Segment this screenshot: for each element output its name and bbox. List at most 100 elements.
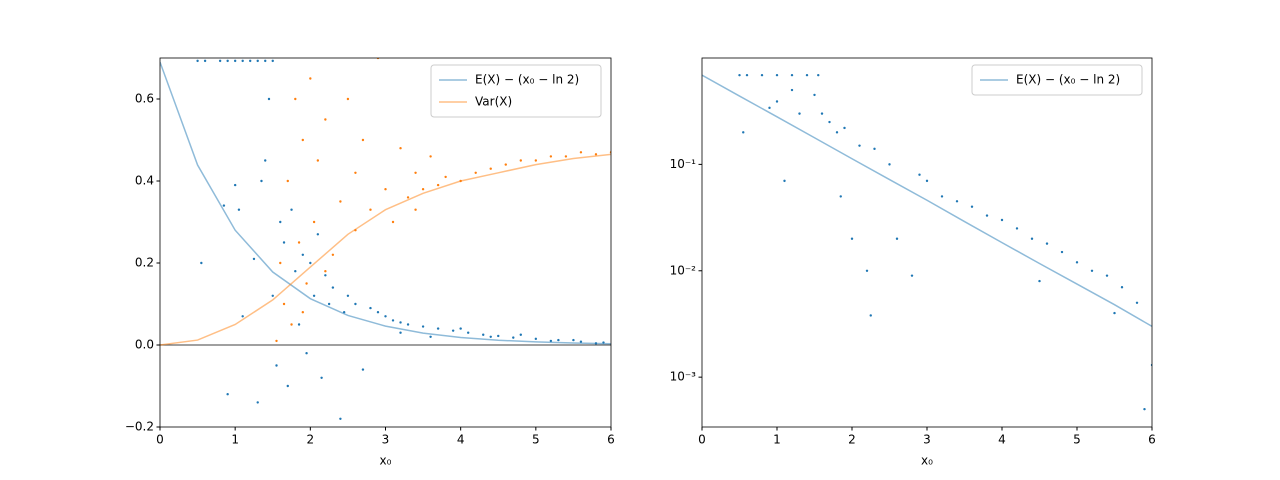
x-tick-label: 5 xyxy=(532,433,540,447)
point xyxy=(196,59,199,63)
point xyxy=(286,384,289,388)
point xyxy=(790,73,794,77)
legend-label: E(X) − (x₀ − ln 2) xyxy=(475,73,579,87)
plot-area xyxy=(702,73,1152,411)
y-tick-label: 0.2 xyxy=(135,256,154,270)
point xyxy=(873,147,876,151)
axes: 0 1 2 3 4 5 6 −0.2 0.0 0.2 0.4 0.6 x₀ E(X) − (x₀ − ln… xyxy=(125,57,615,468)
point xyxy=(305,282,308,285)
point xyxy=(594,342,598,345)
point xyxy=(301,138,305,142)
point xyxy=(519,333,522,336)
point xyxy=(768,106,771,110)
point xyxy=(459,327,462,330)
y-tick-label: 10⁻¹ xyxy=(670,157,697,171)
point xyxy=(444,175,447,179)
point xyxy=(275,339,278,343)
point xyxy=(918,173,921,176)
point xyxy=(512,336,515,339)
point xyxy=(286,179,289,183)
point xyxy=(1045,242,1049,245)
point xyxy=(233,183,237,187)
point xyxy=(813,93,816,97)
legend-label: Var(X) xyxy=(475,95,512,109)
point xyxy=(1038,279,1041,283)
point xyxy=(339,417,342,420)
point xyxy=(783,179,786,183)
point xyxy=(482,333,485,336)
curve xyxy=(160,153,611,346)
point xyxy=(429,155,432,158)
point xyxy=(1143,407,1146,411)
point xyxy=(301,253,305,256)
point xyxy=(828,120,831,124)
point xyxy=(346,97,350,101)
point xyxy=(579,151,583,154)
point xyxy=(233,59,237,63)
point xyxy=(1030,237,1034,240)
point xyxy=(271,294,274,297)
curve xyxy=(702,74,1152,328)
point xyxy=(339,200,342,203)
point xyxy=(489,335,492,338)
point xyxy=(312,294,316,297)
point xyxy=(985,214,989,217)
point xyxy=(572,338,575,342)
y-tick-label: 0.4 xyxy=(135,174,154,188)
point xyxy=(316,159,320,162)
point xyxy=(290,208,293,211)
point xyxy=(324,274,327,277)
point xyxy=(361,138,365,142)
point xyxy=(399,147,402,150)
point xyxy=(489,167,492,170)
x-tick-label: 6 xyxy=(607,433,615,447)
legend: E(X) − (x₀ − ln 2) xyxy=(971,64,1143,96)
point xyxy=(839,195,842,198)
point xyxy=(361,368,365,371)
point xyxy=(294,97,297,101)
point xyxy=(594,153,598,156)
point xyxy=(1105,274,1109,277)
point xyxy=(775,100,779,103)
point xyxy=(869,314,872,317)
point xyxy=(451,329,455,332)
legend-label: E(X) − (x₀ − ln 2) xyxy=(1016,73,1120,87)
point xyxy=(1075,261,1079,264)
point xyxy=(218,59,222,63)
point xyxy=(369,306,372,310)
point xyxy=(294,270,297,273)
point xyxy=(376,311,380,314)
point xyxy=(1090,269,1094,272)
x-tick-label: 2 xyxy=(848,433,856,447)
point xyxy=(805,73,809,77)
point xyxy=(414,171,417,174)
point xyxy=(222,204,226,207)
point xyxy=(331,253,335,256)
curve xyxy=(160,61,611,345)
point xyxy=(1000,218,1004,222)
point xyxy=(798,112,801,115)
point xyxy=(297,323,301,326)
point xyxy=(760,73,764,77)
point xyxy=(970,205,974,208)
point xyxy=(817,73,820,77)
point xyxy=(429,335,432,338)
point xyxy=(850,237,854,240)
point xyxy=(436,183,440,187)
point xyxy=(519,159,522,162)
point xyxy=(534,337,538,341)
point xyxy=(226,393,229,396)
point xyxy=(406,196,410,199)
point xyxy=(342,311,346,314)
point xyxy=(264,59,267,63)
point xyxy=(312,220,316,224)
point xyxy=(237,208,241,211)
point xyxy=(301,311,305,314)
point xyxy=(279,220,282,224)
point xyxy=(421,325,425,328)
point xyxy=(557,338,560,342)
point xyxy=(459,179,462,183)
x-tick-label: 1 xyxy=(773,433,781,447)
point xyxy=(267,97,271,101)
